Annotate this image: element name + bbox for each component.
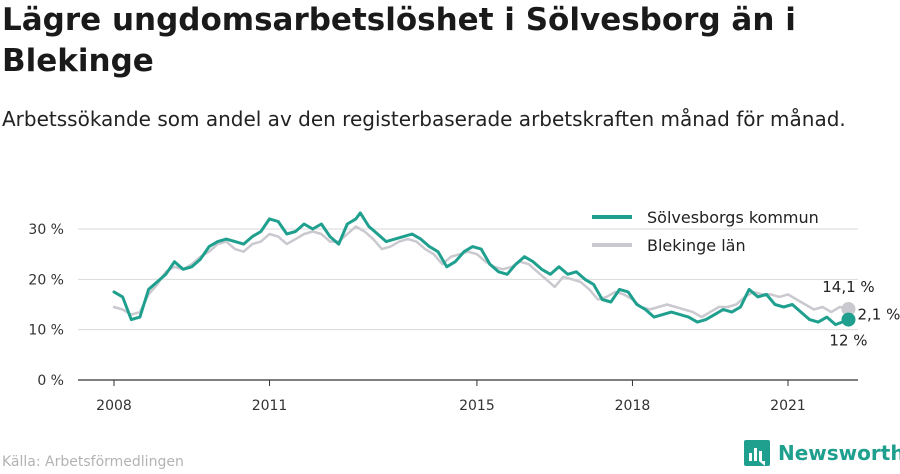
source-note: Källa: Arbetsförmedlingen xyxy=(2,454,184,470)
series-line-blekinge xyxy=(112,225,850,319)
x-tick-label: 2021 xyxy=(770,398,806,414)
bar-chart-logo-icon xyxy=(744,440,770,466)
end-point-solvesborg xyxy=(841,312,856,327)
y-tick-label: 0 % xyxy=(37,373,64,389)
chart-title: Lägre ungdomsarbetslöshet i Sölvesborg ä… xyxy=(2,2,796,79)
grid-lines xyxy=(78,228,858,381)
series-lines xyxy=(112,211,850,327)
chart-subtitle: Arbetssökande som andel av den registerb… xyxy=(2,107,846,131)
end-point-blekinge xyxy=(841,302,856,317)
y-axis-ticks: 0 % 10 % 20 % 30 % xyxy=(28,222,64,389)
series-line-solvesborg xyxy=(112,211,850,327)
x-axis-ticks: 2008 2011 2015 2018 2021 xyxy=(96,380,806,414)
brand-name: Newsworthy xyxy=(778,441,900,465)
annotation-solvesborg-value: 12 % xyxy=(829,332,867,350)
legend-label[interactable]: Sölvesborgs kommun xyxy=(647,208,819,227)
legend[interactable]: Sölvesborgs kommun Blekinge län xyxy=(592,208,819,255)
brand-logo[interactable]: Newsworthy xyxy=(744,440,900,466)
annotation-blekinge-value: 14,1 % xyxy=(822,278,874,296)
annotation-difference: 2,1 % xyxy=(857,305,900,323)
end-annotations: 14,1 % 12 % 2,1 % xyxy=(822,278,900,350)
x-tick-label: 2011 xyxy=(252,398,288,414)
x-tick-label: 2015 xyxy=(459,398,495,414)
y-tick-label: 10 % xyxy=(28,323,64,339)
y-tick-label: 20 % xyxy=(28,272,64,288)
y-tick-label: 30 % xyxy=(28,222,64,238)
x-tick-label: 2018 xyxy=(615,398,651,414)
x-tick-label: 2008 xyxy=(96,398,132,414)
legend-label[interactable]: Blekinge län xyxy=(647,236,746,255)
